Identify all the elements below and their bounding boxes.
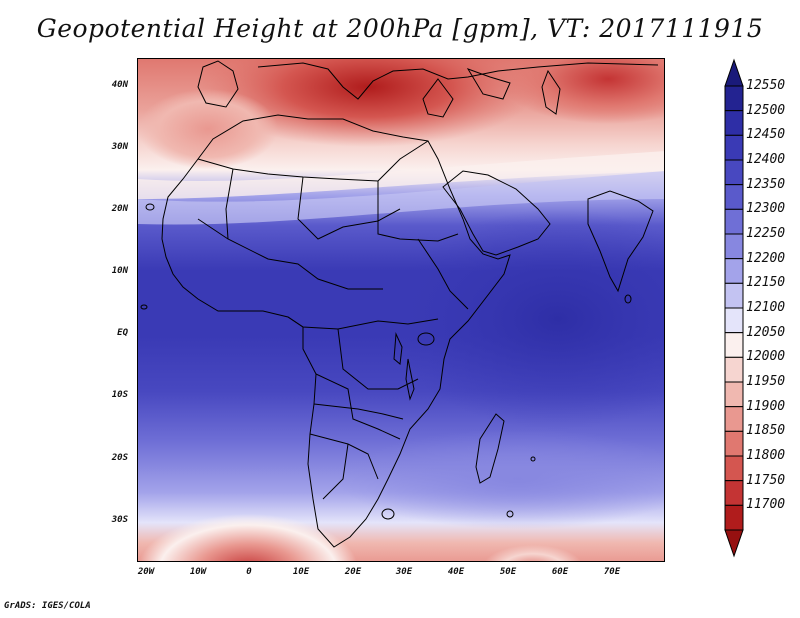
colorbar-label: 12150 [746,275,786,291]
colorbar-segment [724,184,744,210]
lat-tick-label: 20N [111,204,128,214]
colorbar-label: 12200 [746,250,786,266]
colorbar-top-arrow [724,58,744,87]
colorbar-label: 12400 [746,152,786,167]
colorbar [724,58,744,558]
footer-credit: GrADS: IGES/COLA [4,601,91,611]
lon-tick-label: 50E [499,567,517,577]
colorbar-label: 11750 [746,472,786,488]
lat-tick-label: 40N [111,80,128,90]
colorbar-segment [724,85,744,112]
colorbar-segment [724,455,744,482]
lat-tick-label: EQ [117,328,128,338]
colorbar-bottom-arrow [724,529,744,558]
lon-tick-label: 0 [246,567,252,577]
colorbar-label: 12000 [746,349,786,365]
colorbar-segment [724,208,744,235]
colorbar-segment [724,282,744,309]
colorbar-segment [724,406,744,432]
colorbar-segment [724,233,744,260]
colorbar-segment [724,504,744,531]
colorbar-segment [724,159,744,186]
lon-tick-label: 40E [447,567,465,577]
colorbar-label: 12500 [746,102,786,118]
lat-tick-label: 10S [111,390,128,400]
colorbar-segment [724,480,744,506]
lon-tick-label: 30E [395,567,413,577]
colorbar-label: 12550 [746,78,786,93]
colorbar-segment [724,134,744,161]
colorbar-label: 12250 [746,226,786,241]
colorbar-label: 11850 [746,423,786,439]
geopotential-field [138,59,664,561]
colorbar-segment [724,430,744,457]
colorbar-segment [724,307,744,334]
colorbar-label: 11900 [746,398,786,414]
colorbar-label: 12300 [746,201,786,217]
lon-tick-label: 70E [603,567,621,577]
lat-tick-label: 10N [111,266,128,276]
lon-tick-label: 10W [189,567,207,577]
map-plot-area [137,58,665,562]
colorbar-label: 12350 [746,176,786,192]
lat-tick-label: 20S [111,453,128,463]
lon-tick-label: 20E [344,567,362,577]
colorbar-segment [724,332,744,358]
lon-tick-label: 10E [292,567,310,577]
colorbar-label: 12450 [746,127,786,143]
colorbar-label: 11800 [746,448,786,463]
colorbar-segment [724,110,744,136]
colorbar-label: 11700 [746,497,786,513]
colorbar-label: 12050 [746,324,786,340]
coastlines [140,60,659,548]
colorbar-label: 11950 [746,374,786,389]
colorbar-segment [724,381,744,408]
colorbar-label: 12100 [746,300,786,315]
lon-tick-label: 60E [551,567,569,577]
colorbar-segment [724,258,744,284]
lon-tick-label: 20W [137,567,155,577]
map-title: Geopotential Height at 200hPa [gpm], VT:… [36,14,764,43]
colorbar-segment [724,356,744,383]
lat-tick-label: 30N [111,142,128,152]
lat-tick-label: 30S [111,515,128,525]
